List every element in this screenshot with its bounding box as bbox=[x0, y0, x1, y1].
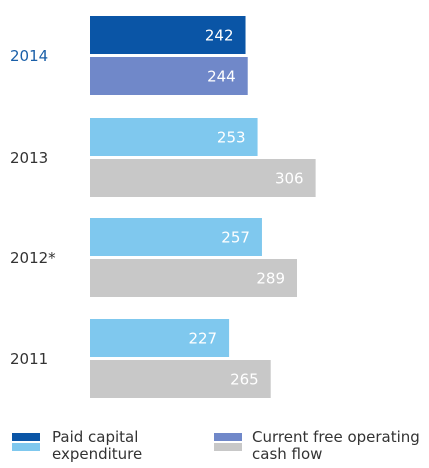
legend-label: Current free operating cash flow bbox=[252, 428, 420, 463]
legend-swatch bbox=[12, 443, 40, 451]
legend-swatch bbox=[214, 443, 242, 451]
legend-swatch bbox=[12, 433, 40, 441]
bar bbox=[90, 57, 248, 95]
bar bbox=[90, 259, 297, 297]
bar bbox=[90, 319, 230, 357]
bar bbox=[90, 218, 262, 256]
value-label: 257 bbox=[221, 229, 250, 247]
bar bbox=[90, 360, 271, 398]
value-label: 306 bbox=[275, 170, 304, 188]
value-label: 244 bbox=[207, 68, 236, 86]
category-label: 2014 bbox=[10, 47, 48, 65]
legend-swatch bbox=[214, 433, 242, 441]
bar bbox=[90, 159, 316, 197]
category-label: 2012* bbox=[10, 249, 56, 267]
category-label: 2011 bbox=[10, 350, 48, 368]
value-label: 242 bbox=[205, 27, 234, 45]
bar bbox=[90, 118, 258, 156]
value-label: 265 bbox=[230, 371, 259, 389]
bar bbox=[90, 16, 246, 54]
value-label: 289 bbox=[256, 270, 285, 288]
category-label: 2013 bbox=[10, 149, 48, 167]
value-label: 227 bbox=[188, 330, 217, 348]
value-label: 253 bbox=[217, 129, 246, 147]
legend-label: Paid capital expenditure bbox=[52, 428, 143, 463]
